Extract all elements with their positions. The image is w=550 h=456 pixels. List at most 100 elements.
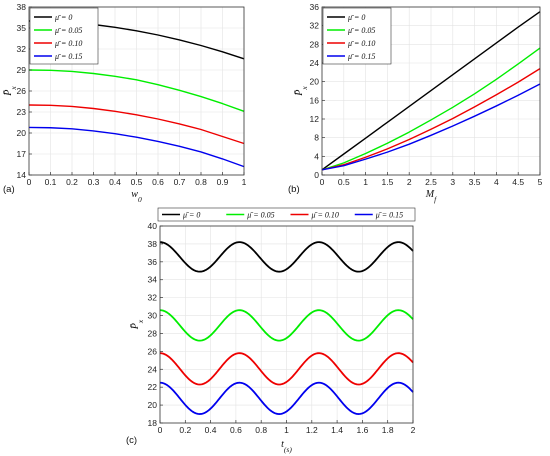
y-tick-label: 4 (314, 151, 319, 161)
y-tick-label: 26 (17, 86, 27, 96)
x-axis-label: t(s) (281, 439, 292, 454)
series-line-1 (159, 241, 414, 273)
y-tick-label: 38 (148, 239, 158, 249)
x-tick-label: 1.6 (356, 425, 368, 435)
y-tick-label: 17 (17, 149, 27, 159)
x-tick-label: 2 (407, 177, 412, 187)
x-tick-label: 5 (538, 177, 543, 187)
x-tick-label: 0.5 (338, 177, 350, 187)
y-axis-label: P̄x (293, 86, 308, 97)
x-tick-label: 2.5 (425, 177, 437, 187)
x-tick-label: 0 (320, 177, 325, 187)
x-tick-label: 0.7 (174, 177, 186, 187)
y-tick-label: 12 (310, 114, 320, 124)
legend-label: μ̄ = 0.10 (311, 211, 339, 220)
series-line-2 (159, 309, 414, 342)
x-tick-label: 1 (363, 177, 368, 187)
y-tick-label: 35 (17, 23, 27, 33)
x-tick-label: 0.6 (230, 425, 242, 435)
legend-label: μ̄ = 0.05 (246, 211, 274, 220)
x-axis-label: Mf (425, 189, 437, 204)
y-axis-label: P̄x (129, 319, 144, 330)
x-tick-label: 3 (450, 177, 455, 187)
x-tick-label: 1.4 (331, 425, 343, 435)
x-tick-label: 0.3 (88, 177, 100, 187)
y-tick-label: 20 (310, 77, 320, 87)
legend-label: μ̄ = 0.15 (54, 52, 82, 61)
legend-box (157, 207, 416, 222)
x-tick-label: 0 (27, 177, 32, 187)
y-tick-label: 40 (148, 221, 158, 231)
legend-label: μ̄ = 0.10 (54, 39, 82, 48)
panel-label: (a) (3, 184, 15, 195)
x-tick-label: 0.8 (195, 177, 207, 187)
x-tick-label: 0.2 (179, 425, 191, 435)
x-tick-label: 1 (284, 425, 289, 435)
y-tick-label: 38 (17, 2, 27, 12)
legend: μ̄ = 0 μ̄ = 0.05 μ̄ = 0.10 μ̄ = 0.15 (322, 7, 392, 65)
series-line-2 (321, 47, 541, 171)
y-tick-label: 34 (148, 275, 158, 285)
y-tick-label: 22 (148, 382, 158, 392)
legend-label: μ̄ = 0 (54, 13, 72, 22)
legend: μ̄ = 0 μ̄ = 0.05 μ̄ = 0.10 μ̄ = 0.15 (29, 7, 99, 65)
x-tick-label: 1.5 (381, 177, 393, 187)
legend-label: μ̄ = 0.10 (347, 39, 375, 48)
y-tick-label: 32 (310, 21, 320, 31)
series-line-1 (321, 11, 541, 171)
y-tick-label: 36 (148, 257, 158, 267)
x-tick-label: 0.5 (131, 177, 143, 187)
panel-label: (c) (126, 435, 137, 446)
x-tick-label: 0.4 (205, 425, 217, 435)
legend-label: μ̄ = 0 (182, 211, 200, 220)
y-tick-label: 8 (314, 133, 319, 143)
series-line-3 (321, 68, 541, 171)
x-tick-label: 4.5 (512, 177, 524, 187)
y-tick-label: 28 (310, 39, 320, 49)
x-tick-label: 0.2 (66, 177, 78, 187)
x-tick-label: 0.9 (217, 177, 229, 187)
y-tick-label: 32 (17, 44, 27, 54)
y-tick-label: 29 (17, 65, 27, 75)
y-tick-label: 23 (17, 107, 27, 117)
y-tick-label: 20 (148, 400, 158, 410)
y-tick-label: 30 (148, 311, 158, 321)
panel-2: 0 0.5 1 1.5 2 2.5 3 3.5 4 4.5 5 0 4 8 12 16 20 24 28 32 36 Mf… (288, 2, 543, 204)
y-tick-label: 36 (310, 2, 320, 12)
legend-label: μ̄ = 0.05 (347, 26, 375, 35)
x-tick-label: 1.8 (382, 425, 394, 435)
series-line-4 (28, 126, 245, 168)
x-tick-label: 0.8 (255, 425, 267, 435)
series-line-3 (28, 104, 245, 145)
x-tick-label: 3.5 (469, 177, 481, 187)
x-tick-label: 4 (494, 177, 499, 187)
series-line-4 (159, 381, 414, 415)
series-line-3 (159, 352, 414, 386)
legend-label: μ̄ = 0.05 (54, 26, 82, 35)
panel-1: 0 0.1 0.2 0.3 0.4 0.5 0.6 0.7 0.8 0.9 1 14 17 20 23 26 2… (2, 2, 246, 204)
legend-label: μ̄ = 0 (347, 13, 365, 22)
y-tick-label: 14 (17, 170, 27, 180)
y-tick-label: 18 (148, 418, 158, 428)
series-line-4 (321, 83, 541, 171)
y-tick-label: 24 (148, 364, 158, 374)
y-tick-label: 24 (310, 58, 320, 68)
y-tick-label: 0 (314, 170, 319, 180)
x-tick-label: 2 (411, 425, 416, 435)
panel-label: (b) (288, 184, 300, 195)
series-line-2 (28, 69, 245, 112)
legend: μ̄ = 0 μ̄ = 0.05 μ̄ = 0.10 μ̄ = 0.15 (157, 207, 416, 222)
y-tick-label: 28 (148, 328, 158, 338)
y-tick-label: 20 (17, 128, 27, 138)
y-tick-label: 32 (148, 293, 158, 303)
y-tick-label: 16 (310, 95, 320, 105)
y-tick-label: 26 (148, 346, 158, 356)
x-tick-label: 0.4 (109, 177, 121, 187)
x-tick-label: 0.6 (152, 177, 164, 187)
x-axis-label: w0 (131, 189, 142, 204)
legend-label: μ̄ = 0.15 (375, 211, 403, 220)
x-tick-label: 0 (158, 425, 163, 435)
x-tick-label: 1.2 (306, 425, 318, 435)
x-tick-label: 0.1 (45, 177, 57, 187)
